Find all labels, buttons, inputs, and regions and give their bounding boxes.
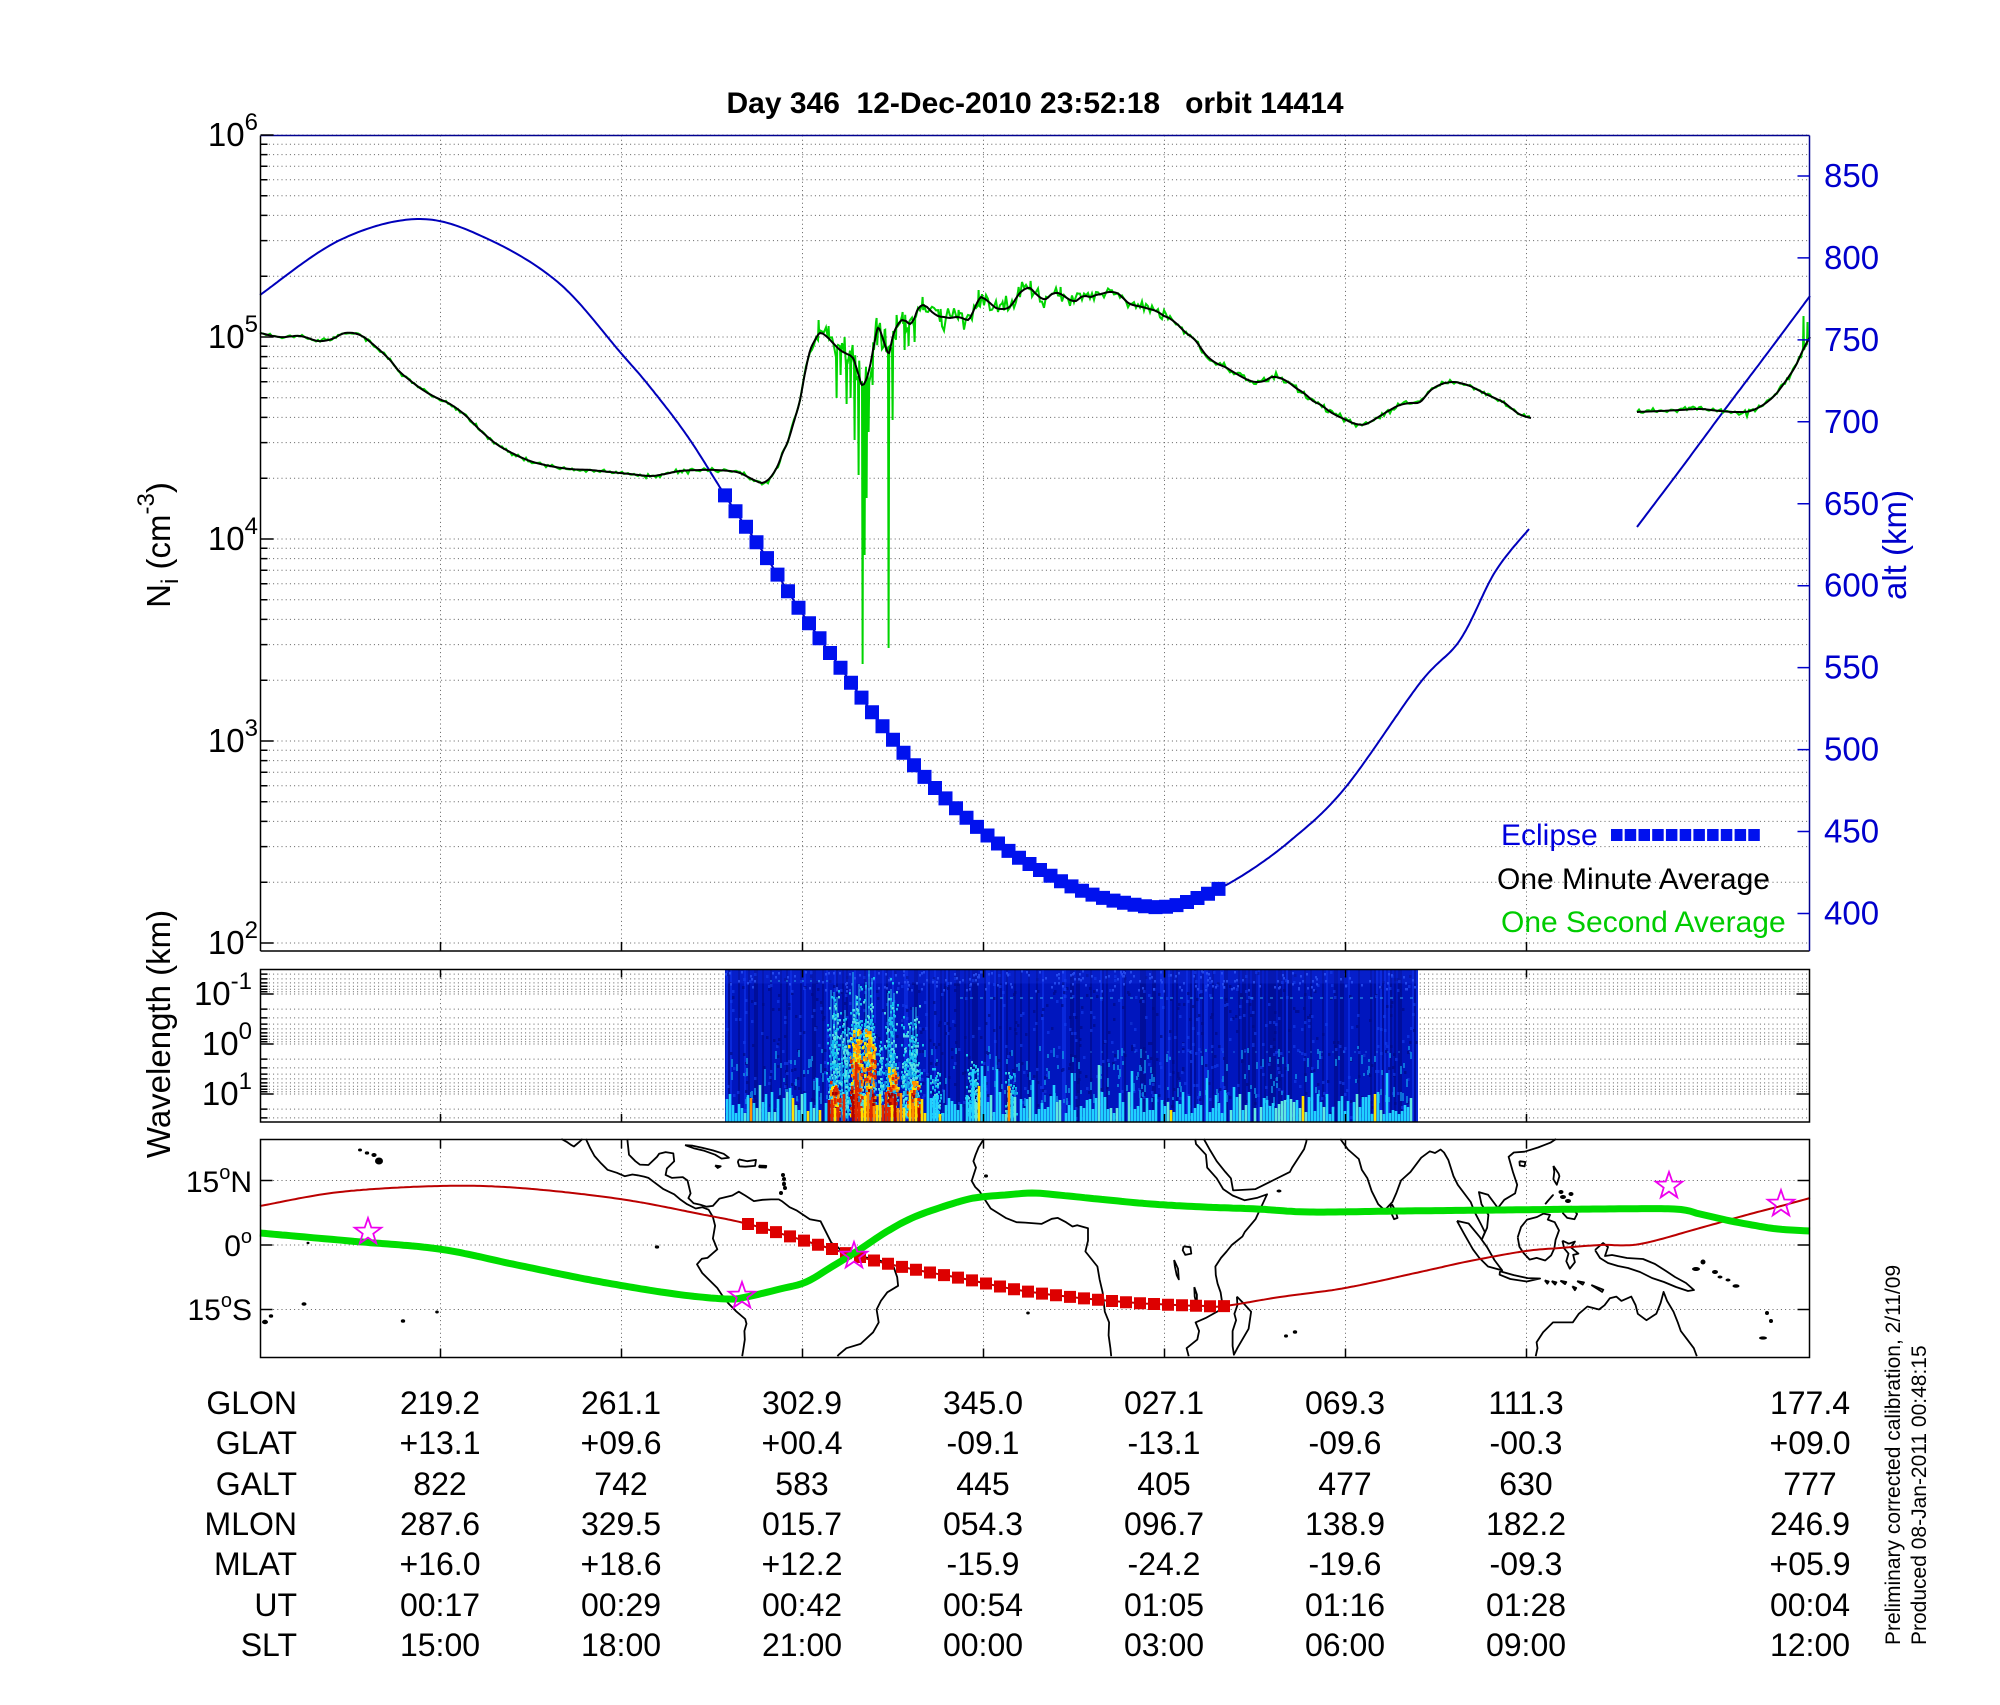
svg-text:18:00: 18:00	[581, 1627, 661, 1663]
svg-text:+13.1: +13.1	[400, 1425, 481, 1461]
svg-text:One Second Average: One Second Average	[1501, 906, 1786, 939]
svg-text:06:00: 06:00	[1305, 1627, 1385, 1663]
svg-text:096.7: 096.7	[1124, 1506, 1204, 1542]
svg-text:-19.6: -19.6	[1309, 1546, 1382, 1582]
svg-text:Wavelength (km): Wavelength (km)	[140, 910, 177, 1158]
svg-text:+18.6: +18.6	[581, 1546, 662, 1582]
svg-text:069.3: 069.3	[1305, 1385, 1385, 1421]
svg-text:GALT: GALT	[216, 1466, 297, 1502]
svg-text:+16.0: +16.0	[400, 1546, 481, 1582]
svg-text:246.9: 246.9	[1770, 1506, 1850, 1542]
svg-text:SLT: SLT	[241, 1627, 297, 1663]
svg-text:445: 445	[956, 1466, 1009, 1502]
svg-text:650: 650	[1824, 485, 1879, 522]
svg-text:345.0: 345.0	[943, 1385, 1023, 1421]
svg-text:500: 500	[1824, 731, 1879, 768]
svg-text:450: 450	[1824, 813, 1879, 850]
svg-text:00:04: 00:04	[1770, 1587, 1850, 1623]
svg-text:742: 742	[594, 1466, 647, 1502]
svg-text:-09.6: -09.6	[1309, 1425, 1382, 1461]
svg-text:GLON: GLON	[206, 1385, 297, 1421]
svg-text:00:29: 00:29	[581, 1587, 661, 1623]
svg-text:177.4: 177.4	[1770, 1385, 1850, 1421]
svg-text:21:00: 21:00	[762, 1627, 842, 1663]
svg-text:-09.3: -09.3	[1490, 1546, 1563, 1582]
svg-text:550: 550	[1824, 649, 1879, 686]
svg-text:750: 750	[1824, 321, 1879, 358]
svg-text:Eclipse: Eclipse	[1501, 819, 1598, 852]
svg-text:+00.4: +00.4	[762, 1425, 843, 1461]
svg-text:+12.2: +12.2	[762, 1546, 843, 1582]
svg-text:400: 400	[1824, 895, 1879, 932]
svg-text:01:05: 01:05	[1124, 1587, 1204, 1623]
svg-text:700: 700	[1824, 403, 1879, 440]
svg-text:600: 600	[1824, 567, 1879, 604]
svg-text:850: 850	[1824, 157, 1879, 194]
svg-text:800: 800	[1824, 239, 1879, 276]
svg-text:-00.3: -00.3	[1490, 1425, 1563, 1461]
svg-text:+09.6: +09.6	[581, 1425, 662, 1461]
svg-text:12:00: 12:00	[1770, 1627, 1850, 1663]
svg-text:00:17: 00:17	[400, 1587, 480, 1623]
svg-text:329.5: 329.5	[581, 1506, 661, 1542]
svg-text:00:54: 00:54	[943, 1587, 1023, 1623]
svg-text:054.3: 054.3	[943, 1506, 1023, 1542]
svg-text:One Minute Average: One Minute Average	[1497, 863, 1770, 896]
svg-text:302.9: 302.9	[762, 1385, 842, 1421]
svg-text:583: 583	[775, 1466, 828, 1502]
svg-text:182.2: 182.2	[1486, 1506, 1566, 1542]
svg-text:015.7: 015.7	[762, 1506, 842, 1542]
svg-text:00:42: 00:42	[762, 1587, 842, 1623]
svg-text:138.9: 138.9	[1305, 1506, 1385, 1542]
svg-text:01:16: 01:16	[1305, 1587, 1385, 1623]
svg-text:822: 822	[413, 1466, 466, 1502]
svg-text:01:28: 01:28	[1486, 1587, 1566, 1623]
svg-text:287.6: 287.6	[400, 1506, 480, 1542]
svg-text:261.1: 261.1	[581, 1385, 661, 1421]
svg-text:09:00: 09:00	[1486, 1627, 1566, 1663]
svg-text:03:00: 03:00	[1124, 1627, 1204, 1663]
svg-text:-13.1: -13.1	[1128, 1425, 1201, 1461]
svg-text:GLAT: GLAT	[216, 1425, 297, 1461]
svg-text:477: 477	[1318, 1466, 1371, 1502]
svg-text:00:00: 00:00	[943, 1627, 1023, 1663]
svg-text:+05.9: +05.9	[1770, 1546, 1851, 1582]
svg-text:MLAT: MLAT	[214, 1546, 297, 1582]
svg-text:MLON: MLON	[205, 1506, 297, 1542]
svg-text:+09.0: +09.0	[1770, 1425, 1851, 1461]
svg-text:111.3: 111.3	[1488, 1385, 1563, 1421]
svg-text:777: 777	[1783, 1466, 1836, 1502]
svg-text:-24.2: -24.2	[1128, 1546, 1201, 1582]
svg-text:15oS: 15oS	[187, 1290, 252, 1327]
svg-text:630: 630	[1499, 1466, 1552, 1502]
svg-text:-15.9: -15.9	[947, 1546, 1020, 1582]
svg-text:15oN: 15oN	[186, 1162, 252, 1199]
svg-text:alt (km): alt (km)	[1876, 490, 1913, 600]
svg-text:UT: UT	[254, 1587, 297, 1623]
svg-text:Produced 08-Jan-2011 00:48:15: Produced 08-Jan-2011 00:48:15	[1908, 1345, 1931, 1645]
svg-text:-09.1: -09.1	[947, 1425, 1020, 1461]
svg-text:Day 346 12-Dec-2010 23:52:18: Day 346 12-Dec-2010 23:52:18 orbit 14414	[726, 87, 1343, 120]
svg-text:405: 405	[1137, 1466, 1190, 1502]
svg-text:Preliminary corrected calibrat: Preliminary corrected calibration, 2/11/…	[1882, 1265, 1905, 1645]
svg-text:219.2: 219.2	[400, 1385, 480, 1421]
svg-text:027.1: 027.1	[1124, 1385, 1204, 1421]
svg-text:15:00: 15:00	[400, 1627, 480, 1663]
